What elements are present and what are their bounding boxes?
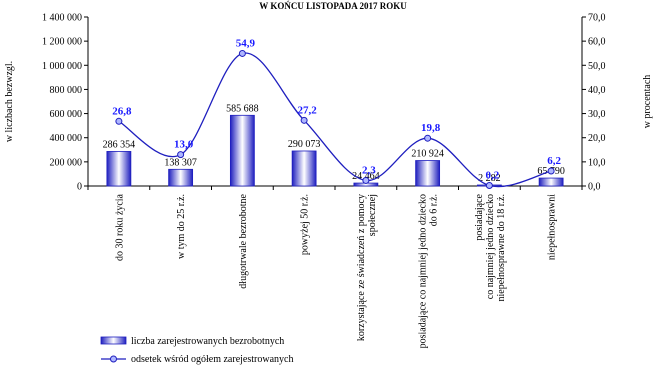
right-axis-title: w procentach	[642, 75, 653, 129]
right-tick-label: 40,0	[588, 85, 606, 96]
pct-value-label: 6,2	[547, 155, 561, 167]
category-label-line: co najmniej jedno dziecko	[485, 194, 496, 299]
pct-point	[177, 151, 185, 159]
bar	[106, 151, 132, 187]
right-tick-label: 0,0	[588, 182, 601, 193]
category-label-line: niepełnosprawne do 18 r.ż.	[496, 194, 507, 301]
category-label-line: do 30 roku życia	[114, 193, 125, 260]
pct-point	[485, 182, 493, 190]
left-tick-label: 400 000	[50, 133, 83, 144]
legend-line-marker	[110, 355, 117, 363]
bar-value-label: 585 688	[226, 103, 259, 114]
pct-value-label: 54,9	[236, 37, 256, 49]
left-axis-title: w liczbach bezwzgl.	[4, 61, 15, 142]
pct-point	[300, 116, 308, 124]
pct-point	[238, 49, 246, 57]
left-tick-label: 0	[77, 182, 82, 193]
bar-value-label: 2 282	[478, 173, 501, 184]
pct-value-label: 27,2	[298, 104, 318, 116]
pct-value-label: 19,8	[421, 122, 441, 134]
pct-value-label: 0,2	[486, 170, 500, 182]
left-tick-label: 200 000	[50, 157, 83, 168]
category-label-line: do 6 r.ż.	[429, 194, 440, 226]
legend-bar-swatch	[100, 336, 127, 345]
category-label: do 30 roku życia	[114, 193, 125, 260]
left-tick-label: 1 200 000	[42, 37, 82, 48]
legend-bar-label: liczba zarejestrowanych bezrobotnych	[131, 336, 284, 347]
category-label-line: niepełnosprawni	[547, 194, 558, 260]
category-label: niepełnosprawni	[547, 194, 558, 260]
bar-value-label: 138 307	[164, 157, 197, 168]
right-tick-label: 10,0	[588, 157, 606, 168]
bar-value-label: 286 354	[103, 139, 136, 150]
left-tick-label: 600 000	[50, 109, 83, 120]
category-label: w tym do 25 r.ż.	[176, 194, 187, 259]
bar	[415, 160, 441, 187]
category-label: posiadające co najmniej jedno dziecko do …	[418, 194, 440, 348]
category-label-line: społecznej	[367, 194, 378, 236]
bar	[229, 114, 255, 187]
category-label: powyżej 50 r.ż.	[300, 194, 311, 255]
line-series-group: 26,8 13,0 54,9 27,2 2,3 19,8 0,2 6,2	[112, 37, 562, 190]
pct-value-label: 2,3	[362, 164, 376, 176]
category-labels: do 30 roku życia w tym do 25 r.ż. długotrw…	[114, 193, 557, 348]
category-label-line: korzystające ze świadczeń z pomocy	[356, 194, 367, 341]
pct-value-label: 26,8	[112, 105, 132, 117]
category-label-line: posiadające	[474, 193, 485, 240]
pct-value-label: 13,0	[174, 139, 194, 151]
pct-point	[115, 117, 123, 125]
bar-value-label: 24 464	[352, 171, 380, 182]
legend: liczba zarejestrowanych bezrobotnych odse…	[100, 336, 293, 365]
bar	[168, 168, 194, 187]
right-tick-label: 50,0	[588, 61, 606, 72]
pct-point	[362, 176, 370, 184]
left-tick-label: 1 000 000	[42, 61, 82, 72]
axes: 0 200 000 400 000 600 000 800 000 1 000 000 1 …	[4, 13, 653, 193]
bar-value-label: 210 924	[411, 149, 444, 160]
pct-point	[547, 167, 555, 175]
left-tick-label: 1 400 000	[42, 13, 82, 24]
right-tick-label: 70,0	[588, 13, 606, 24]
category-label-line: długotrwale bezrobotne	[238, 193, 249, 288]
bar	[538, 177, 564, 187]
category-label-line: w tym do 25 r.ż.	[176, 194, 187, 259]
pct-point	[424, 134, 432, 142]
pct-line	[118, 52, 552, 188]
left-tick-label: 800 000	[50, 85, 83, 96]
category-label: posiadające co najmniej jedno dziecko niep…	[474, 193, 507, 301]
category-label-line: powyżej 50 r.ż.	[300, 194, 311, 255]
right-tick-label: 30,0	[588, 109, 606, 120]
right-tick-label: 60,0	[588, 37, 606, 48]
bar	[291, 150, 317, 187]
legend-line-label: odsetek wśród ogółem zarejestrowanych	[131, 354, 293, 365]
category-label-line: posiadające co najmniej jedno dziecko	[418, 194, 429, 348]
right-tick-label: 20,0	[588, 133, 606, 144]
chart-title: W KOŃCU LISTOPADA 2017 ROKU	[259, 1, 407, 11]
bar-value-label: 290 073	[288, 139, 321, 150]
category-label: długotrwale bezrobotne	[238, 193, 249, 288]
category-label: korzystające ze świadczeń z pomocy społec…	[356, 194, 378, 341]
